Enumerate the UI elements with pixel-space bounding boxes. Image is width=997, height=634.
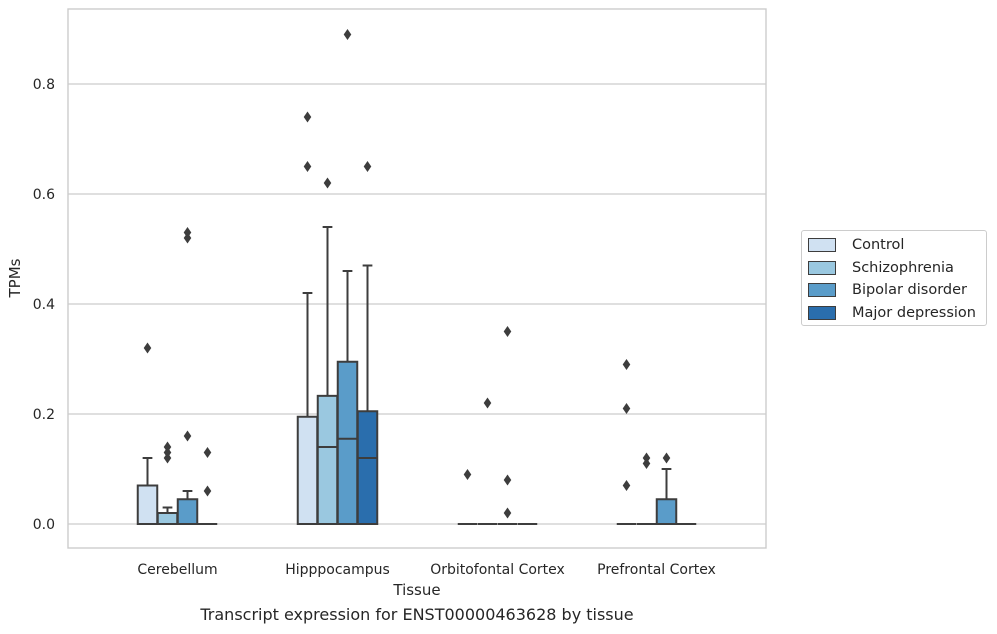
- outlier-point: [323, 177, 332, 189]
- outlier-point: [203, 485, 212, 497]
- outlier-point: [622, 403, 631, 414]
- x-tick-label: Orbitofontal Cortex: [430, 562, 565, 578]
- outlier-point: [303, 111, 312, 123]
- x-tick-label: Hipppocampus: [285, 562, 390, 578]
- outlier-point: [662, 452, 671, 464]
- box: [316, 394, 339, 525]
- box: [356, 410, 379, 525]
- outlier-point: [363, 161, 372, 172]
- plot-frame: [67, 8, 767, 549]
- legend-item-major-depression: Major depression: [808, 303, 976, 323]
- outlier-point: [183, 430, 192, 442]
- outlier-point: [343, 29, 352, 40]
- legend-swatch-schizophrenia: [808, 261, 836, 275]
- outlier-point: [503, 326, 512, 337]
- gridlines: [68, 83, 766, 525]
- legend-swatch-control: [808, 238, 836, 252]
- chart-caption: Transcript expression for ENST0000046362…: [200, 605, 634, 624]
- outlier-point: [303, 161, 312, 172]
- legend-item-schizophrenia: Schizophrenia: [808, 258, 954, 278]
- y-tick-label: 0.2: [33, 407, 55, 423]
- outlier-point: [503, 507, 512, 519]
- legend-swatch-bipolar-disorder: [808, 283, 836, 297]
- box-layer: [136, 29, 697, 525]
- outlier-point: [622, 359, 631, 370]
- box: [336, 360, 359, 525]
- x-axis-label: Tissue: [392, 581, 440, 599]
- outlier-point: [642, 452, 651, 464]
- legend-label-control: Control: [852, 237, 905, 253]
- x-tick-label: Cerebellum: [137, 562, 217, 578]
- y-tick-label: 0.8: [33, 77, 55, 93]
- legend-item-control: Control: [808, 235, 904, 255]
- box: [296, 415, 319, 525]
- legend-label-bipolar-disorder: Bipolar disorder: [852, 282, 967, 298]
- x-tick-label: Prefrontal Cortex: [597, 562, 716, 578]
- outlier-point: [622, 480, 631, 491]
- y-tick-label: 0.0: [33, 517, 55, 533]
- legend-swatch-major-depression: [808, 306, 836, 320]
- outlier-point: [143, 342, 152, 354]
- tick-labels: 0.0 0.2 0.4 0.6 0.8 Cerebellum Hipppocampus Orb…: [33, 77, 716, 578]
- outlier-point: [503, 474, 512, 486]
- legend-label-schizophrenia: Schizophrenia: [852, 260, 954, 276]
- legend: Control Schizophrenia Bipolar disorder M…: [801, 230, 987, 326]
- outlier-point: [463, 469, 472, 480]
- outlier-point: [163, 441, 172, 453]
- y-axis-label: TPMs: [6, 258, 24, 298]
- outlier-point: [483, 397, 492, 409]
- outlier-point: [183, 227, 192, 238]
- box: [136, 484, 159, 525]
- legend-item-bipolar-disorder: Bipolar disorder: [808, 280, 967, 300]
- outlier-point: [203, 447, 212, 458]
- y-tick-label: 0.4: [33, 297, 55, 313]
- box: [176, 498, 199, 525]
- box: [156, 512, 179, 525]
- box: [655, 498, 678, 525]
- y-tick-label: 0.6: [33, 187, 55, 203]
- legend-label-major-depression: Major depression: [852, 305, 976, 321]
